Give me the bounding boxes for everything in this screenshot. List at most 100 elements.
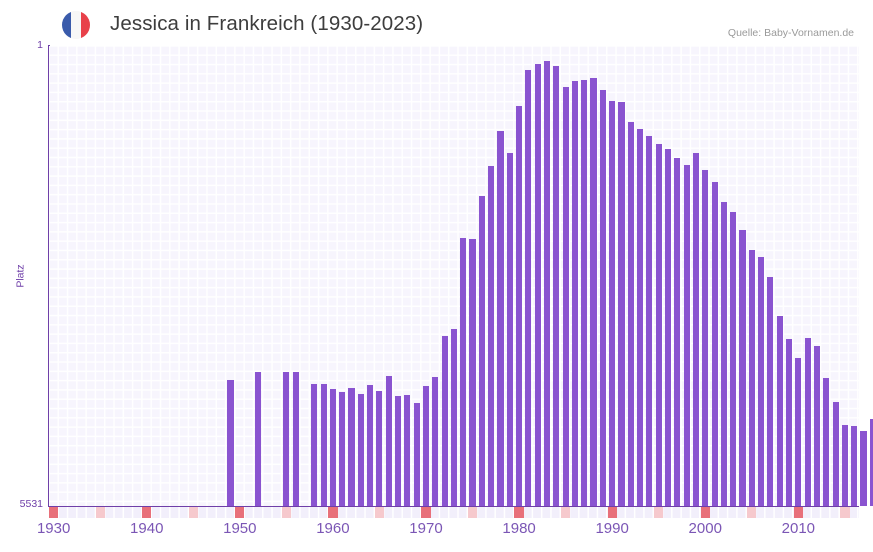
x-tick-1980 bbox=[514, 507, 524, 518]
bar-1969[interactable] bbox=[413, 403, 420, 506]
source-credit: Quelle: Baby-Vornamen.de bbox=[727, 27, 854, 39]
x-axis-label-1960: 1960 bbox=[316, 520, 350, 537]
bar-1964[interactable] bbox=[367, 385, 374, 506]
bar-2004[interactable] bbox=[739, 230, 746, 506]
bar-2005[interactable] bbox=[748, 250, 755, 506]
flag-stripe-blue bbox=[62, 11, 72, 39]
bar-2011[interactable] bbox=[804, 338, 811, 506]
x-tick-2010 bbox=[793, 507, 803, 518]
bar-1968[interactable] bbox=[404, 395, 411, 506]
bar-1965[interactable] bbox=[376, 391, 383, 506]
bar-2015[interactable] bbox=[841, 425, 848, 506]
bar-1952[interactable] bbox=[255, 372, 262, 506]
chart-header: Jessica in Frankreich (1930-2023) Quelle… bbox=[0, 0, 873, 46]
plot-area: 1 5531 bbox=[20, 39, 873, 510]
bar-1967[interactable] bbox=[395, 396, 402, 506]
bar-1982[interactable] bbox=[534, 64, 541, 506]
bar-1972[interactable] bbox=[441, 335, 448, 506]
x-tick-1940 bbox=[142, 507, 152, 518]
bar-1960[interactable] bbox=[329, 389, 336, 506]
flag-france-icon bbox=[62, 11, 90, 39]
bars-layer bbox=[49, 46, 873, 506]
x-tick-1930 bbox=[49, 507, 59, 518]
bar-1970[interactable] bbox=[422, 386, 430, 506]
x-tick-1945 bbox=[188, 507, 198, 518]
bar-1975[interactable] bbox=[469, 239, 476, 506]
bar-2018[interactable] bbox=[869, 419, 873, 506]
bar-1984[interactable] bbox=[553, 66, 560, 506]
bar-1961[interactable] bbox=[339, 392, 346, 506]
bar-2002[interactable] bbox=[720, 202, 727, 506]
bar-2001[interactable] bbox=[711, 182, 718, 506]
bar-1983[interactable] bbox=[543, 61, 551, 506]
bar-1991[interactable] bbox=[618, 101, 625, 506]
bar-2017[interactable] bbox=[860, 431, 867, 506]
x-axis-label-2010: 2010 bbox=[781, 520, 816, 537]
x-tick-1975 bbox=[467, 507, 478, 518]
bar-1980[interactable] bbox=[516, 105, 523, 506]
bar-1971[interactable] bbox=[432, 377, 439, 506]
bar-1989[interactable] bbox=[599, 90, 606, 506]
bar-1958[interactable] bbox=[311, 384, 318, 506]
bar-1963[interactable] bbox=[357, 394, 364, 506]
bar-1994[interactable] bbox=[646, 136, 653, 506]
x-axis-label-1930: 1930 bbox=[36, 520, 71, 537]
page-title: Jessica in Frankreich (1930-2023) bbox=[110, 12, 424, 35]
x-axis-label-1990: 1990 bbox=[595, 520, 629, 537]
y-axis-line bbox=[48, 45, 50, 507]
x-axis-tick-band bbox=[49, 507, 859, 518]
bar-1956[interactable] bbox=[292, 372, 299, 506]
y-axis-tick-bottom: 5531 bbox=[19, 498, 43, 510]
bar-1987[interactable] bbox=[581, 80, 588, 506]
bar-1995[interactable] bbox=[655, 143, 662, 506]
bar-1949[interactable] bbox=[227, 380, 234, 506]
y-axis-tick-top: 1 bbox=[37, 39, 43, 51]
bar-1974[interactable] bbox=[460, 238, 467, 506]
bar-1985[interactable] bbox=[562, 87, 569, 506]
bar-1966[interactable] bbox=[385, 376, 392, 506]
bar-1992[interactable] bbox=[627, 122, 634, 506]
bar-2010[interactable] bbox=[795, 358, 802, 506]
bar-2009[interactable] bbox=[785, 339, 793, 506]
x-axis-label-1950: 1950 bbox=[223, 520, 257, 537]
bar-2007[interactable] bbox=[767, 277, 774, 506]
bar-1990[interactable] bbox=[609, 101, 616, 506]
bar-1959[interactable] bbox=[320, 384, 327, 506]
x-axis-label-1970: 1970 bbox=[409, 520, 443, 537]
x-tick-1995 bbox=[654, 507, 664, 518]
bar-1998[interactable] bbox=[683, 165, 690, 506]
x-tick-1985 bbox=[560, 507, 571, 518]
x-axis-label-2000: 2000 bbox=[688, 520, 722, 537]
bar-1962[interactable] bbox=[348, 388, 355, 506]
bar-2012[interactable] bbox=[813, 346, 820, 506]
flag-stripe-red bbox=[80, 11, 90, 39]
bar-1978[interactable] bbox=[497, 131, 504, 506]
bar-1976[interactable] bbox=[478, 196, 485, 506]
x-tick-1965 bbox=[374, 507, 385, 518]
x-axis-line bbox=[48, 505, 859, 508]
bar-1996[interactable] bbox=[664, 149, 672, 506]
bar-1993[interactable] bbox=[637, 128, 644, 506]
x-tick-1990 bbox=[607, 507, 617, 518]
bar-1973[interactable] bbox=[450, 329, 457, 506]
bar-2000[interactable] bbox=[702, 170, 709, 506]
y-axis-title: Platz bbox=[14, 264, 27, 288]
bar-2014[interactable] bbox=[832, 402, 839, 506]
bar-1955[interactable] bbox=[283, 372, 290, 506]
bar-1977[interactable] bbox=[488, 166, 495, 506]
x-axis-label-1980: 1980 bbox=[502, 520, 536, 537]
bar-1997[interactable] bbox=[674, 158, 681, 506]
bar-1981[interactable] bbox=[525, 70, 532, 506]
bar-1999[interactable] bbox=[692, 153, 699, 506]
bar-1988[interactable] bbox=[590, 78, 597, 506]
x-tick-1935 bbox=[95, 507, 105, 518]
bar-2003[interactable] bbox=[730, 212, 737, 506]
bar-1979[interactable] bbox=[506, 153, 513, 506]
bar-2013[interactable] bbox=[823, 377, 830, 506]
bar-2008[interactable] bbox=[776, 316, 783, 506]
bar-1986[interactable] bbox=[571, 81, 578, 506]
bar-2016[interactable] bbox=[851, 426, 858, 506]
x-tick-1955 bbox=[281, 507, 291, 518]
bar-2006[interactable] bbox=[758, 257, 765, 506]
